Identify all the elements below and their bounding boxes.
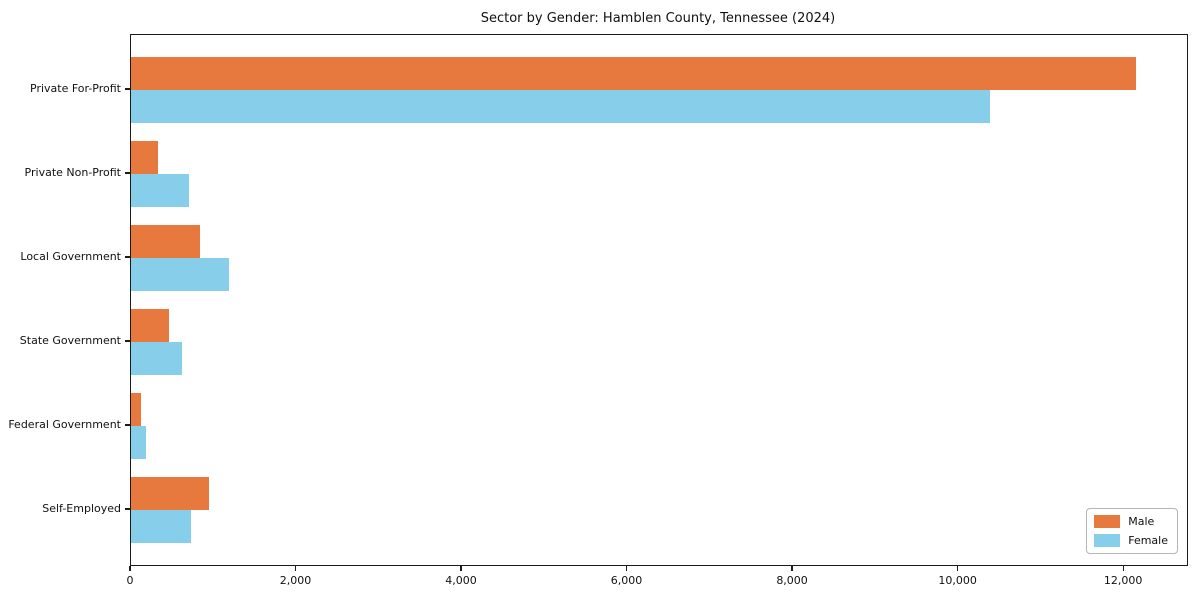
x-tick-mark-6: [1122, 565, 1124, 571]
y-axis-label-4: Federal Government: [8, 418, 121, 431]
x-tick-mark-2: [460, 565, 462, 571]
bar-male-2: [131, 225, 201, 258]
legend-swatch-female-icon: [1094, 534, 1121, 547]
x-tick-mark-1: [294, 565, 297, 571]
x-tick-label-4: 8,000: [776, 574, 808, 587]
x-tick-mark-3: [625, 565, 628, 571]
y-axis-label-2: Local Government: [20, 250, 121, 263]
bar-female-1: [131, 174, 190, 207]
y-axis-label-3: State Government: [19, 334, 121, 347]
x-tick-label-1: 2,000: [279, 574, 312, 587]
bar-male-3: [131, 309, 170, 342]
legend: Male Female: [1086, 508, 1178, 554]
x-tick-label-5: 10,000: [938, 574, 977, 587]
x-tick-label-3: 6,000: [610, 574, 643, 587]
bar-male-5: [131, 477, 209, 510]
bar-male-1: [131, 141, 159, 174]
bar-female-0: [131, 90, 991, 123]
bar-male-0: [131, 57, 1136, 90]
plot-area: Male Female: [130, 34, 1188, 566]
legend-item-female: Female: [1094, 534, 1168, 547]
x-tick-mark-5: [956, 565, 959, 571]
y-axis-label-1: Private Non-Profit: [24, 166, 121, 179]
x-tick-label-0: 0: [126, 574, 134, 587]
legend-item-male: Male: [1094, 515, 1168, 528]
bar-female-2: [131, 258, 230, 291]
y-tick-mark-2: [125, 256, 130, 258]
y-tick-mark-1: [125, 172, 130, 174]
y-axis-labels: Private For-Profit Private Non-Profit Loca…: [0, 34, 121, 564]
x-tick-mark-4: [791, 565, 793, 571]
legend-swatch-male-icon: [1094, 515, 1121, 528]
bar-male-4: [131, 393, 142, 426]
legend-label-female: Female: [1128, 534, 1168, 547]
bar-female-4: [131, 426, 146, 459]
y-axis-label-0: Private For-Profit: [30, 82, 121, 95]
x-tick-label-2: 4,000: [445, 574, 477, 587]
y-tick-mark-4: [125, 424, 130, 426]
bar-female-3: [131, 342, 182, 375]
x-tick-label-6: 12,000: [1103, 574, 1143, 587]
y-axis-label-5: Self-Employed: [42, 502, 121, 515]
legend-label-male: Male: [1128, 515, 1155, 528]
chart-title: Sector by Gender: Hamblen County, Tennes…: [480, 11, 836, 26]
x-axis-ticks: 0 2,000 4,000 6,000 8,000 10,000 12,000: [127, 34, 1186, 587]
y-tick-mark-0: [125, 88, 130, 90]
y-tick-mark-5: [125, 508, 130, 510]
x-tick-mark-0: [129, 565, 131, 571]
y-tick-mark-3: [125, 340, 130, 342]
bar-female-5: [131, 510, 192, 543]
